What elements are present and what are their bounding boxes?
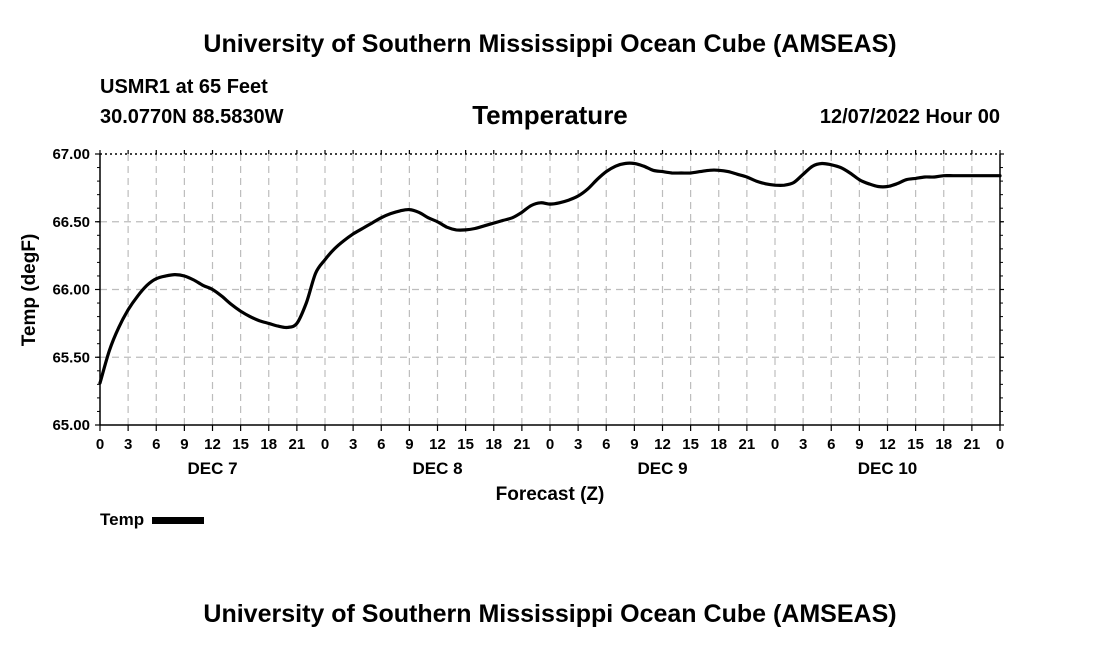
day-label: DEC 10 <box>858 459 918 478</box>
parameter-title: Temperature <box>472 100 628 130</box>
x-tick-label: 15 <box>457 436 474 453</box>
x-tick-label: 18 <box>935 436 952 453</box>
x-tick-label: 0 <box>96 436 104 453</box>
x-tick-label: 15 <box>907 436 924 453</box>
y-tick-label: 67.00 <box>52 146 90 163</box>
legend-line-swatch <box>152 516 205 524</box>
x-tick-label: 18 <box>710 436 727 453</box>
x-tick-label: 6 <box>602 436 610 453</box>
day-label: DEC 9 <box>637 459 687 478</box>
x-tick-label: 6 <box>152 436 160 453</box>
series-layer <box>98 161 1002 385</box>
x-tick-label: 9 <box>855 436 863 453</box>
grid-lines <box>100 154 1000 425</box>
axes <box>95 150 1004 431</box>
x-tick-label: 12 <box>429 436 446 453</box>
forecast-datetime: 12/07/2022 Hour 00 <box>819 106 1000 128</box>
x-tick-label: 9 <box>405 436 413 453</box>
x-tick-label: 21 <box>739 436 756 453</box>
x-tick-label: 12 <box>654 436 671 453</box>
x-tick-label: 6 <box>827 436 835 453</box>
x-tick-label: 12 <box>204 436 221 453</box>
x-tick-label: 21 <box>964 436 981 453</box>
legend-label: Temp <box>100 510 145 529</box>
x-tick-label: 18 <box>485 436 502 453</box>
y-tick-label: 65.00 <box>52 417 90 434</box>
y-axis-label: Temp (degF) <box>19 234 40 347</box>
x-tick-label: 18 <box>260 436 277 453</box>
day-label: DEC 7 <box>187 459 237 478</box>
y-tick-label: 66.00 <box>52 282 90 299</box>
x-tick-label: 0 <box>771 436 779 453</box>
x-tick-label: 12 <box>879 436 896 453</box>
station-label: USMR1 at 65 Feet <box>100 76 268 98</box>
day-label: DEC 8 <box>412 459 462 478</box>
x-tick-label: 0 <box>996 436 1004 453</box>
station-coordinates: 30.0770N 88.5830W <box>100 106 284 128</box>
x-tick-label: 21 <box>289 436 306 453</box>
chart-title: University of Southern Mississippi Ocean… <box>203 30 897 58</box>
x-tick-label: 9 <box>630 436 638 453</box>
x-tick-label: 6 <box>377 436 385 453</box>
legend: Temp <box>100 510 205 530</box>
x-tick-label: 0 <box>321 436 329 453</box>
x-tick-label: 3 <box>349 436 357 453</box>
temp-series-line <box>98 161 1002 385</box>
y-tick-label: 65.50 <box>52 349 90 366</box>
y-tick-label: 66.50 <box>52 214 90 231</box>
x-tick-label: 9 <box>180 436 188 453</box>
x-tick-label: 3 <box>124 436 132 453</box>
x-tick-label: 3 <box>799 436 807 453</box>
footer-title: University of Southern Mississippi Ocean… <box>203 600 897 628</box>
x-tick-label: 0 <box>546 436 554 453</box>
x-tick-label: 21 <box>514 436 531 453</box>
x-tick-label: 15 <box>232 436 249 453</box>
x-tick-label: 15 <box>682 436 699 453</box>
x-tick-label: 3 <box>574 436 582 453</box>
tick-labels: 0 3 6 9 12 15 18 21 0 3 6 9 12 15 18 21 0 3 6 9 12 15 18 21 0 3 6 9… <box>52 146 1004 478</box>
x-axis-label: Forecast (Z) <box>496 484 605 505</box>
